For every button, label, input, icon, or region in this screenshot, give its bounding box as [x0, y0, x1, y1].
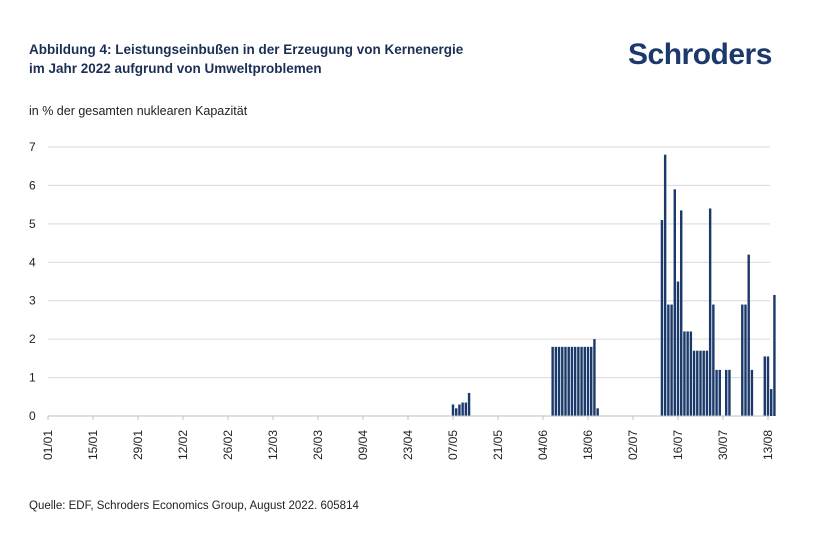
bar — [708, 208, 712, 416]
y-tick-label: 2 — [29, 332, 36, 346]
bar — [680, 210, 683, 416]
bar — [583, 346, 586, 416]
y-tick-label: 0 — [29, 409, 36, 423]
gridlines — [48, 146, 770, 379]
chart-title: Abbildung 4: Leistungseinbußen in der Er… — [29, 40, 589, 78]
x-tick-label: 16/07 — [671, 430, 685, 460]
x-tick-label: 07/05 — [446, 430, 460, 460]
x-tick-label: 09/04 — [356, 430, 370, 460]
chart-title-line1: Abbildung 4: Leistungseinbußen in der Er… — [29, 42, 464, 57]
bar — [554, 346, 558, 416]
y-tick-label: 3 — [29, 294, 36, 308]
y-tick-label: 6 — [29, 178, 36, 192]
bar — [580, 346, 583, 416]
bar — [715, 369, 718, 416]
bar — [551, 346, 554, 416]
bar — [673, 189, 676, 416]
bar — [712, 304, 715, 416]
source-note: Quelle: EDF, Schroders Economics Group, … — [29, 500, 359, 512]
bar — [464, 402, 468, 416]
bar — [689, 331, 693, 416]
bar — [451, 404, 455, 416]
bar — [667, 304, 670, 416]
x-tick-label: 01/01 — [41, 430, 55, 460]
bar — [725, 369, 728, 416]
x-tick-label: 23/04 — [401, 430, 415, 460]
bar — [586, 346, 590, 416]
bar — [744, 304, 747, 416]
bar — [593, 339, 596, 416]
bar — [561, 346, 564, 416]
bar — [699, 350, 702, 416]
y-tick-label: 1 — [29, 371, 36, 385]
x-axis-ticks: 01/01 15/01 29/01 12/02 26/02 12/03 26/03 09/04… — [41, 416, 775, 460]
x-tick-label: 26/03 — [311, 430, 325, 460]
bar — [577, 346, 580, 416]
y-axis-ticks: 0 1 2 3 4 5 6 7 — [29, 140, 36, 423]
bar — [683, 331, 686, 416]
bar — [564, 346, 567, 416]
bar — [567, 346, 570, 416]
x-tick-label: 12/02 — [176, 430, 190, 460]
schroders-logo: Schroders — [628, 38, 772, 71]
y-tick-label: 5 — [29, 217, 36, 231]
x-tick-label: 30/07 — [716, 430, 730, 460]
bar — [718, 369, 721, 416]
bar — [705, 350, 709, 416]
bar — [750, 369, 754, 416]
bar — [461, 402, 464, 416]
bar — [747, 254, 750, 416]
bar — [696, 350, 699, 416]
bar — [692, 350, 696, 416]
bar — [728, 369, 731, 416]
y-tick-label: 7 — [29, 140, 36, 154]
bar — [766, 356, 770, 416]
bar — [663, 154, 667, 416]
x-tick-label: 13/08 — [761, 430, 775, 460]
x-tick-label: 12/03 — [266, 430, 280, 460]
bar — [596, 408, 599, 416]
bar — [770, 389, 773, 416]
y-axis-unit-label: in % der gesamten nuklearen Kapazität — [29, 104, 248, 118]
bar — [702, 350, 705, 416]
bar — [741, 304, 744, 416]
chart-title-line2: im Jahr 2022 aufgrund von Umweltprobleme… — [29, 61, 322, 76]
bar — [573, 346, 577, 416]
bar — [570, 346, 574, 416]
x-tick-label: 15/01 — [86, 430, 100, 460]
bar — [660, 220, 664, 416]
x-tick-label: 29/01 — [131, 430, 145, 460]
x-tick-label: 21/05 — [491, 430, 505, 460]
bar — [557, 346, 561, 416]
bar — [763, 356, 766, 416]
bar — [676, 281, 680, 416]
bar — [455, 408, 458, 416]
y-tick-label: 4 — [29, 255, 36, 269]
bar — [773, 294, 776, 416]
bars — [451, 154, 776, 416]
bar — [467, 392, 471, 416]
bar — [590, 346, 593, 416]
x-tick-label: 02/07 — [626, 430, 640, 460]
x-tick-label: 04/06 — [536, 430, 550, 460]
bar — [670, 304, 673, 416]
x-tick-label: 26/02 — [221, 430, 235, 460]
x-tick-label: 18/06 — [581, 430, 595, 460]
bar — [458, 404, 461, 416]
bar — [686, 331, 689, 416]
